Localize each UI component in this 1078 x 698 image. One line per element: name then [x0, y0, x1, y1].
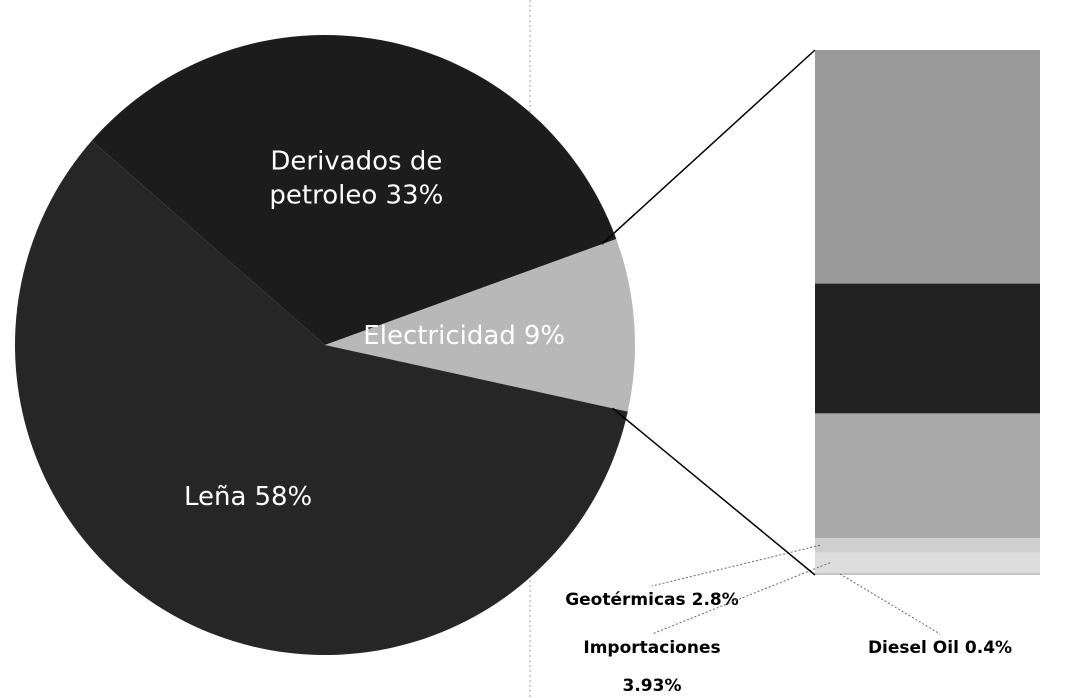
slice-name: Leña	[184, 482, 246, 512]
bar-value: 0.4%	[965, 638, 1012, 658]
bar-label: Diesel Oil 0.4%	[868, 638, 1012, 658]
bar-segment	[815, 50, 1040, 284]
bar-value: 3.93%	[623, 676, 682, 696]
connector	[601, 49, 816, 245]
slice-value: 58%	[254, 482, 312, 512]
bar-segment	[815, 283, 1040, 414]
slice-label: Leña 58%	[184, 482, 312, 512]
slice-value: 9%	[524, 320, 565, 350]
slice-label: Electricidad 9%	[363, 320, 565, 350]
pie-slice	[325, 238, 635, 412]
bar-segment	[815, 537, 1040, 553]
connector	[612, 407, 816, 576]
slice-name: Derivados de	[270, 146, 442, 176]
slice-label: petroleo 33%	[269, 180, 443, 210]
slice-name: petroleo	[269, 180, 385, 210]
bar-label: Importaciones	[583, 638, 720, 658]
pie-slice	[14, 140, 628, 655]
bar-segment	[815, 552, 1040, 573]
leader-line	[839, 573, 941, 635]
leader-line	[651, 544, 821, 587]
bar-name: Diesel Oil	[868, 638, 959, 658]
bar-segment	[815, 413, 1040, 538]
slice-label: Derivados de	[270, 146, 442, 176]
bar-name: Geotérmicas	[565, 590, 685, 610]
slice-name: Electricidad	[363, 320, 516, 350]
bar-segment	[815, 572, 1040, 575]
bar-label: Geotérmicas 2.8%	[565, 590, 739, 610]
slice-value: 33%	[386, 180, 444, 210]
pie-slice	[91, 35, 617, 345]
bar-value: 2.8%	[692, 590, 739, 610]
